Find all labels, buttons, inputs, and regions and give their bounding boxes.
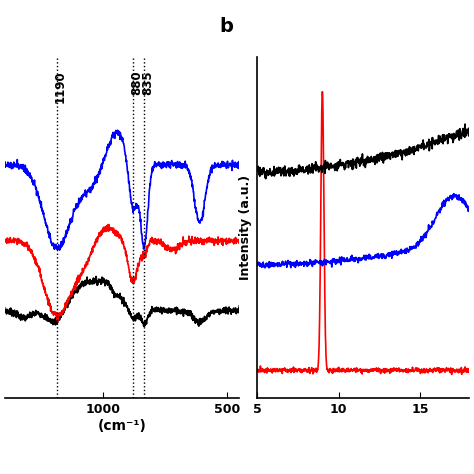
Text: 1190: 1190 — [54, 71, 67, 103]
Text: b: b — [219, 18, 233, 36]
Text: 880: 880 — [130, 71, 143, 95]
X-axis label: (cm⁻¹): (cm⁻¹) — [98, 419, 146, 433]
Text: 835: 835 — [141, 71, 154, 95]
Y-axis label: Intensity (a.u.): Intensity (a.u.) — [238, 175, 252, 280]
